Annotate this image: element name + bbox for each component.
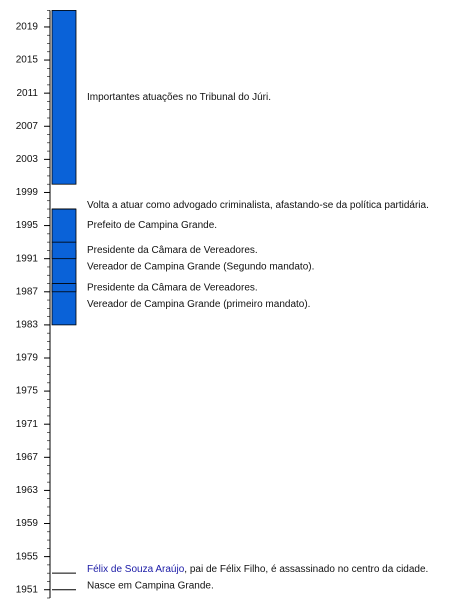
y-tick-label: 1959 [16, 518, 39, 529]
y-tick-label: 1991 [16, 253, 39, 264]
event-label: Nasce em Campina Grande. [87, 580, 214, 591]
y-tick-label: 1975 [16, 386, 39, 397]
period-bar [51, 9, 77, 185]
event-link[interactable]: Félix de Souza Araújo [87, 564, 185, 575]
period-bar [51, 241, 77, 260]
period-label: Importantes atuações no Tribunal do Júri… [87, 92, 271, 103]
y-tick-label: 1951 [16, 584, 39, 595]
y-tick-label: 1971 [16, 419, 39, 430]
period-label: Vereador de Campina Grande (primeiro man… [87, 299, 310, 310]
event-text: , pai de Félix Filho, é assassinado no c… [184, 564, 428, 575]
y-tick-label: 2007 [16, 121, 39, 132]
y-tick-label: 1955 [16, 551, 39, 562]
period-label: Vereador de Campina Grande (Segundo mand… [87, 262, 314, 273]
y-tick-label: 1999 [16, 187, 39, 198]
period-label: Presidente da Câmara de Vereadores. [87, 282, 258, 293]
event-text: Volta a atuar como advogado criminalista… [87, 200, 429, 211]
y-tick-label: 2019 [16, 22, 39, 33]
event-label: Volta a atuar como advogado criminalista… [87, 200, 429, 211]
y-tick-label: 2015 [16, 55, 39, 66]
y-tick-label: 1967 [16, 452, 39, 463]
event-label: Félix de Souza Araújo, pai de Félix Filh… [87, 564, 428, 575]
period-bar [51, 208, 77, 243]
period-label: Presidente da Câmara de Vereadores. [87, 245, 258, 256]
period-bar [51, 283, 77, 293]
y-tick-label: 2003 [16, 154, 39, 165]
y-tick-label: 1987 [16, 286, 39, 297]
y-tick-label: 1995 [16, 220, 39, 231]
y-tick-label: 1963 [16, 485, 39, 496]
period-label: Prefeito de Campina Grande. [87, 220, 217, 231]
y-tick-label: 1983 [16, 320, 39, 331]
event-text: Nasce em Campina Grande. [87, 580, 214, 591]
y-tick-label: 1979 [16, 353, 39, 364]
y-tick-label: 2011 [16, 88, 38, 99]
